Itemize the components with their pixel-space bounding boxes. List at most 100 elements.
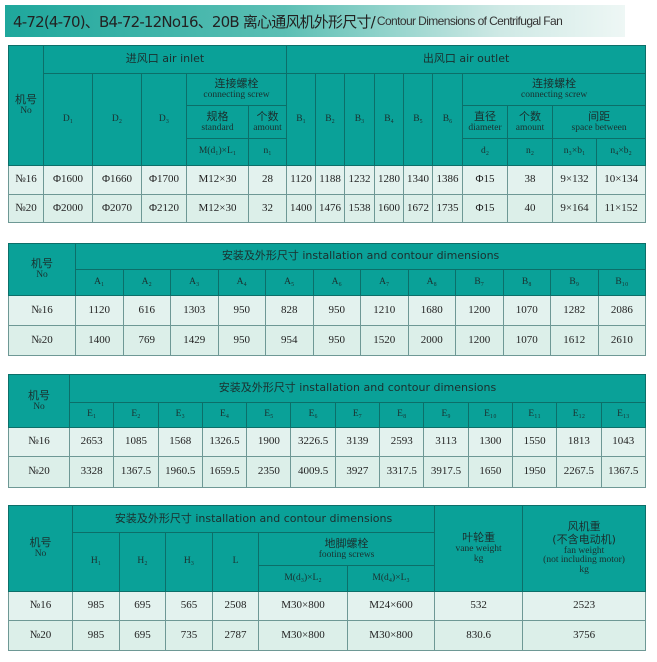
value-cell: 11×152 [596, 194, 647, 223]
column-header: A₅ [265, 269, 314, 296]
header-fan-weight: 风机重 (不含电动机) fan weight (not including motor… [522, 505, 647, 592]
column-header: E₄ [201, 402, 248, 428]
value-cell: 3917.5 [423, 456, 469, 488]
header-b4: B₄ [374, 73, 405, 166]
model-number-cell: №20 [8, 325, 76, 356]
value-cell: M30×800 [258, 591, 348, 621]
header-l: L [212, 532, 259, 592]
value-cell: 32 [247, 194, 288, 223]
value-cell: 2653 [68, 427, 115, 457]
value-cell: 1232 [344, 165, 376, 195]
header-amount-2: 个数 amount [507, 105, 554, 139]
value-cell: 1367.5 [600, 456, 647, 488]
column-header: B₈ [502, 269, 551, 296]
value-cell: 954 [265, 325, 314, 356]
value-cell: Φ15 [462, 165, 509, 195]
value-cell: 40 [507, 194, 554, 223]
column-header: E₅ [246, 402, 292, 428]
column-header: E₉ [423, 402, 469, 428]
header-connecting-screw: 连接螺栓 connecting screw [185, 73, 288, 106]
header-no: 机号 No [8, 243, 76, 296]
table-row: №20 3328 1367.5 1960.5 1659.5 2350 4009.5 3927 3… [8, 456, 647, 488]
model-number-cell: №20 [8, 194, 44, 223]
column-header: E₁₁ [511, 402, 558, 428]
header-m4: M(d₄)×L₃ [346, 565, 436, 592]
value-cell: 1538 [344, 194, 376, 223]
header-amount: 个数 amount [247, 105, 288, 139]
value-cell: 1680 [407, 295, 456, 326]
model-number-cell: №16 [8, 295, 76, 326]
header-standard: 规格 standard [186, 105, 249, 139]
header-no: 机号 No [8, 505, 73, 592]
header-n3b1: n₃×b₁ [552, 138, 598, 166]
column-header: A₁ [75, 269, 124, 296]
value-cell: 735 [165, 620, 213, 651]
header-space-between: 间距 space between [552, 105, 647, 139]
table-row: №20 985 695 735 2787 M30×800 M30×800 830.6 3756 [8, 620, 647, 651]
value-cell: 28 [247, 165, 288, 195]
value-cell: 1476 [315, 194, 346, 223]
value-cell: 565 [165, 591, 213, 621]
value-cell: 1813 [556, 427, 602, 457]
header-d2-screw: d₂ [462, 138, 509, 166]
table-row: №16 1120 616 1303 950 828 950 1210 1680 1200 1070 1… [8, 295, 647, 326]
model-number-cell: №16 [8, 165, 44, 195]
header-d1: D₁ [43, 73, 93, 166]
value-cell: 3317.5 [379, 456, 425, 488]
value-cell: 4009.5 [290, 456, 336, 488]
header-b2: B₂ [315, 73, 346, 166]
installation-h-weight-table: 机号 No 安装及外形尺寸 installation and contour di… [8, 505, 647, 651]
header-no: 机号 No [8, 374, 70, 428]
value-cell: 1659.5 [201, 456, 248, 488]
value-cell: 769 [122, 325, 171, 356]
value-cell: 1085 [113, 427, 159, 457]
value-cell: 1303 [170, 295, 219, 326]
value-cell: 3328 [68, 456, 115, 488]
value-cell: 1326.5 [201, 427, 248, 457]
header-b6: B₆ [432, 73, 464, 166]
value-cell: 616 [122, 295, 171, 326]
value-cell: 1300 [467, 427, 513, 457]
model-number-cell: №16 [8, 427, 70, 457]
value-cell: 1550 [511, 427, 558, 457]
value-cell: 1429 [170, 325, 219, 356]
value-cell: 1200 [455, 295, 504, 326]
header-d3: D₃ [141, 73, 187, 166]
value-cell: 830.6 [434, 620, 524, 651]
value-cell: 9×164 [552, 194, 598, 223]
value-cell: 1672 [403, 194, 434, 223]
header-installation-dimensions: 安装及外形尺寸 installation and contour dimensi… [74, 243, 647, 270]
value-cell: 2508 [212, 591, 259, 621]
table-row: №20 1400 769 1429 950 954 950 1520 2000 1200 1070 1… [8, 325, 647, 356]
value-cell: 695 [119, 591, 166, 621]
value-cell: 2787 [212, 620, 259, 651]
installation-e-table: 机号 No 安装及外形尺寸 installation and contour di… [8, 374, 647, 488]
value-cell: 2350 [246, 456, 292, 488]
value-cell: 1043 [600, 427, 647, 457]
value-cell: M12×30 [186, 165, 249, 195]
column-header: E₃ [157, 402, 203, 428]
column-header: A₂ [122, 269, 171, 296]
value-cell: M12×30 [186, 194, 249, 223]
value-cell: 1735 [432, 194, 464, 223]
value-cell: 985 [72, 620, 120, 651]
value-cell: 1520 [360, 325, 409, 356]
value-cell: 2267.5 [556, 456, 602, 488]
inlet-outlet-table: 机号 No 进风口 air inlet 出风口 air outlet D₁ D₂ … [8, 45, 647, 223]
value-cell: Φ2070 [92, 194, 142, 223]
value-cell: Φ1700 [141, 165, 187, 195]
header-outlet-connecting-screw: 连接螺栓 connecting screw [462, 73, 647, 106]
value-cell: 1188 [315, 165, 346, 195]
value-cell: 3756 [522, 620, 647, 651]
header-vane-weight: 叶轮重 vane weight kg [434, 505, 524, 592]
column-header: E₁₀ [467, 402, 513, 428]
column-header: E₁₃ [600, 402, 647, 428]
value-cell: 828 [265, 295, 314, 326]
value-cell: 3927 [334, 456, 381, 488]
header-installation-dimensions: 安装及外形尺寸 installation and contour dimensi… [69, 374, 646, 403]
value-cell: 2523 [522, 591, 647, 621]
header-m1: M(d₁)×L₁ [186, 138, 249, 166]
value-cell: Φ15 [462, 194, 509, 223]
title-zh: 4-72(4-70)、B4-72-12No16、20B 离心通风机外形尺寸/ [13, 12, 376, 31]
value-cell: 2593 [379, 427, 425, 457]
